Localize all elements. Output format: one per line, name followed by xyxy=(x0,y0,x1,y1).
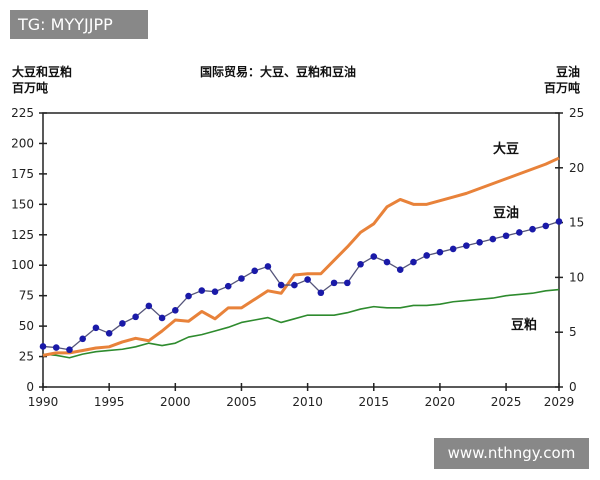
series-point-1 xyxy=(304,276,311,283)
series-point-1 xyxy=(516,229,523,236)
series-point-1 xyxy=(119,320,126,327)
series-point-1 xyxy=(39,343,47,350)
left-tick-label: 50 xyxy=(19,319,34,333)
series-point-1 xyxy=(344,279,351,287)
left-axis-label-line2: 百万吨 xyxy=(12,81,49,95)
right-axis-label-line1: 豆油 xyxy=(555,65,580,79)
series-point-1 xyxy=(251,267,258,275)
left-tick-label: 75 xyxy=(19,289,34,303)
x-tick-label: 1995 xyxy=(94,395,125,409)
right-tick-label: 10 xyxy=(569,270,584,284)
right-tick-label: 20 xyxy=(569,161,584,175)
left-tick-label: 25 xyxy=(19,350,34,364)
left-tick-label: 150 xyxy=(11,197,34,211)
left-tick-label: 175 xyxy=(11,167,34,181)
series-point-1 xyxy=(489,235,497,243)
series-point-1 xyxy=(317,289,325,297)
series-point-1 xyxy=(264,263,272,270)
series-line-2 xyxy=(42,288,560,359)
series-point-1 xyxy=(291,281,298,289)
left-tick-label: 125 xyxy=(11,228,34,242)
right-tick-label: 0 xyxy=(569,380,577,394)
plot-frame xyxy=(42,112,560,388)
series-point-1 xyxy=(330,279,338,287)
series-point-1 xyxy=(238,275,245,282)
x-tick-label: 1990 xyxy=(28,395,59,409)
x-tick-label: 2005 xyxy=(226,395,257,409)
watermark-top: TG: MYYJJPP xyxy=(10,10,148,39)
series-point-1 xyxy=(158,314,166,322)
series-point-1 xyxy=(172,306,179,314)
series-line-1 xyxy=(42,220,560,351)
series-point-1 xyxy=(66,346,73,354)
x-tick-label: 2025 xyxy=(491,395,522,409)
series-point-1 xyxy=(79,335,86,343)
series-label-soybeans: 大豆 xyxy=(493,142,520,157)
series-point-1 xyxy=(436,248,444,256)
series-point-1 xyxy=(463,242,470,249)
series-point-1 xyxy=(529,225,536,233)
right-axis-label-line2: 百万吨 xyxy=(543,81,580,95)
x-tick-label: 2000 xyxy=(160,395,191,409)
series-point-1 xyxy=(132,313,139,321)
series-point-1 xyxy=(476,239,483,246)
series-point-1 xyxy=(423,252,430,259)
right-tick-label: 15 xyxy=(569,216,584,230)
left-tick-label: 225 xyxy=(11,106,34,120)
series-point-1 xyxy=(542,222,550,230)
series-point-1 xyxy=(357,260,364,268)
series-line-0 xyxy=(42,156,560,357)
x-tick-label: 2010 xyxy=(292,395,323,409)
series-point-1 xyxy=(383,258,391,266)
series-point-1 xyxy=(145,302,153,310)
right-tick-label: 5 xyxy=(569,325,577,339)
chart-title: 国际贸易：大豆、豆粕和豆油 xyxy=(200,65,357,79)
left-axis-label: 大豆和豆粕 百万吨 xyxy=(12,64,72,96)
x-tick-label: 2020 xyxy=(425,395,456,409)
x-tick-label: 2015 xyxy=(358,395,389,409)
series-point-1 xyxy=(211,288,219,295)
series-point-1 xyxy=(502,232,510,240)
series-point-1 xyxy=(105,329,113,337)
series-point-1 xyxy=(185,292,192,300)
left-tick-label: 0 xyxy=(26,380,34,394)
left-tick-label: 100 xyxy=(11,258,34,272)
left-axis-label-line1: 大豆和豆粕 xyxy=(12,65,73,79)
series-point-1 xyxy=(92,324,100,332)
series-point-1 xyxy=(410,258,417,266)
series-point-1 xyxy=(555,218,563,225)
series-point-1 xyxy=(277,281,285,289)
x-tick-label: 2029 xyxy=(544,395,575,409)
right-tick-label: 25 xyxy=(569,106,584,120)
series-point-1 xyxy=(198,287,206,294)
series-label-soymeal: 豆粕 xyxy=(511,318,538,333)
series-label-soyoil: 豆油 xyxy=(493,206,520,221)
right-axis-label: 豆油 百万吨 xyxy=(544,64,580,96)
series-point-1 xyxy=(370,253,378,260)
watermark-bottom: www.nthngy.com xyxy=(434,438,589,469)
series-point-1 xyxy=(52,344,60,351)
series-point-1 xyxy=(396,266,404,274)
left-tick-label: 200 xyxy=(11,136,34,150)
series-point-1 xyxy=(449,245,457,253)
series-point-1 xyxy=(224,282,232,290)
